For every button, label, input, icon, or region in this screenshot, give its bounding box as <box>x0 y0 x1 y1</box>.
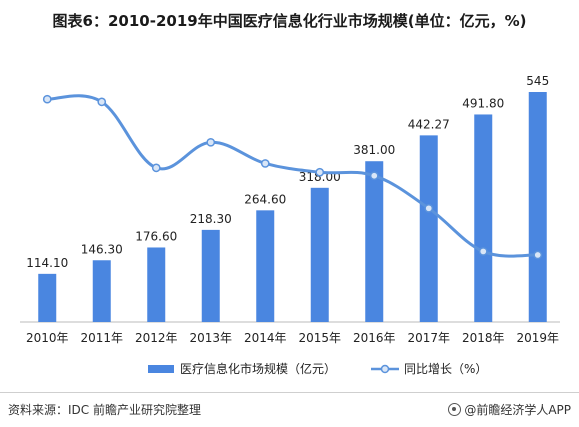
legend-bar-label: 医疗信息化市场规模（亿元） <box>180 361 336 376</box>
growth-point-2016年 <box>369 171 379 181</box>
bar-2016年 <box>365 161 384 322</box>
bar-value-label: 176.60 <box>135 229 177 243</box>
footer: 资料来源：IDC 前瞻产业研究院整理 @前瞻经济学人APP <box>0 392 579 427</box>
footer-divider <box>0 392 579 393</box>
x-tick-labels: 2010年 2011年 2012年 2013年 2014年 2015年 2016年 2017年… <box>26 331 559 345</box>
bar-value-label: 442.27 <box>408 117 450 131</box>
legend-bar-swatch <box>148 365 174 373</box>
growth-line-path <box>47 94 538 258</box>
bar-value-label: 381.00 <box>353 143 395 157</box>
bar-value-label: 491.80 <box>462 96 504 110</box>
brand-label: @前瞻经济学人APP <box>464 403 571 417</box>
x-tick-label: 2015年 <box>298 331 341 345</box>
bar-value-label: 545 <box>526 74 549 88</box>
x-tick-label: 2012年 <box>135 331 178 345</box>
x-tick-label: 2018年 <box>462 331 505 345</box>
bar-value-label: 146.30 <box>81 242 123 256</box>
chart-title: 图表6：2010-2019年中国医疗信息化行业市场规模(单位：亿元，%) <box>52 12 527 30</box>
growth-point-2014年 <box>260 159 270 168</box>
legend-line-marker <box>380 364 390 374</box>
bar-value-label: 114.10 <box>26 256 68 270</box>
bar-value-label: 264.60 <box>244 192 286 206</box>
brand-logo-icon <box>448 403 462 416</box>
x-tick-label: 2013年 <box>189 331 232 345</box>
bar-2015年 <box>310 187 329 322</box>
bar-2012年 <box>147 247 166 322</box>
brand: @前瞻经济学人APP <box>448 401 571 418</box>
source-note: 资料来源：IDC 前瞻产业研究院整理 <box>8 403 201 417</box>
growth-point-2015年 <box>315 167 325 177</box>
bar-2019年 <box>528 92 547 322</box>
bar-2014年 <box>256 210 275 322</box>
x-tick-label: 2010年 <box>26 331 69 345</box>
x-tick-label: 2016年 <box>353 331 396 345</box>
chart: 114.10146.30176.60218.30264.60318.00381.… <box>20 74 560 376</box>
growth-point-2010年 <box>42 94 52 104</box>
bar-2013年 <box>201 229 220 322</box>
bar-value-label: 218.30 <box>190 212 232 226</box>
growth-point-2011年 <box>97 97 107 107</box>
x-tick-label: 2014年 <box>244 331 287 345</box>
x-tick-label: 2017年 <box>407 331 450 345</box>
growth-point-2019年 <box>533 250 543 260</box>
bar-2018年 <box>474 114 493 322</box>
bar-2010年 <box>38 273 57 322</box>
growth-point-2018年 <box>478 247 488 256</box>
legend-line-label: 同比增长（%） <box>404 362 487 376</box>
x-tick-label: 2019年 <box>516 331 559 345</box>
bar-2017年 <box>419 135 438 322</box>
legend: 医疗信息化市场规模（亿元） 同比增长（%） <box>148 361 487 376</box>
bar-labels: 114.10146.30176.60218.30264.60318.00381.… <box>26 74 549 270</box>
growth-point-2017年 <box>424 203 434 213</box>
growth-line <box>42 94 543 260</box>
growth-point-2013年 <box>206 137 216 147</box>
growth-point-2012年 <box>151 163 161 173</box>
bars <box>38 92 547 322</box>
x-tick-label: 2011年 <box>80 331 123 345</box>
bar-2011年 <box>92 260 111 322</box>
